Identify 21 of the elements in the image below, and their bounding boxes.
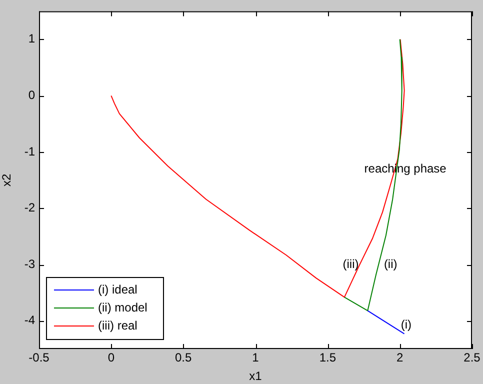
legend-label: (ii) model	[98, 300, 148, 314]
x-tick-label: 1.5	[319, 350, 336, 365]
legend-label: (i) ideal	[98, 282, 138, 296]
x-tick-label: 0.5	[174, 350, 192, 365]
annotation: (i)	[400, 318, 412, 332]
x-axis-title: x1	[249, 369, 262, 384]
y-tick-label: 1	[28, 32, 36, 46]
annotation: (ii)	[384, 256, 398, 271]
y-axis-title: x2	[0, 173, 14, 186]
y-tick-label: -1	[24, 144, 36, 158]
annotation: (iii)	[342, 256, 359, 271]
x-tick-label: 2	[396, 350, 404, 365]
x-tick-label: 1	[252, 350, 260, 365]
y-tick-label: -2	[24, 200, 36, 215]
y-tick-label: 0	[28, 88, 36, 102]
legend-label: (iii) real	[98, 318, 138, 332]
x-tick-label: -0.5	[28, 350, 50, 365]
x-tick-label: 0	[108, 350, 115, 365]
x-tick-label: 2.5	[464, 350, 481, 365]
y-tick-label: -4	[24, 313, 36, 328]
y-tick-label: -3	[24, 256, 36, 271]
